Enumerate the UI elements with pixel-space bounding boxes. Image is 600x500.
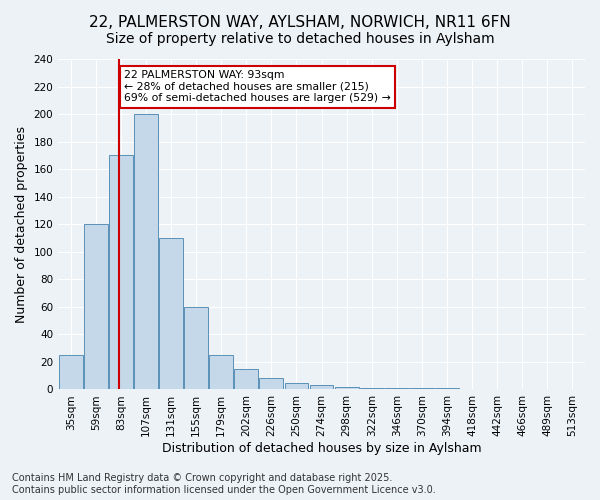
Bar	[385, 388, 409, 390]
Bar	[335, 386, 359, 390]
Bar	[84, 224, 108, 390]
Bar	[259, 378, 283, 390]
Bar	[310, 386, 334, 390]
Bar	[184, 307, 208, 390]
Bar	[235, 369, 258, 390]
Bar	[134, 114, 158, 390]
Bar	[435, 388, 459, 390]
Bar	[109, 156, 133, 390]
Y-axis label: Number of detached properties: Number of detached properties	[15, 126, 28, 322]
Text: 22, PALMERSTON WAY, AYLSHAM, NORWICH, NR11 6FN: 22, PALMERSTON WAY, AYLSHAM, NORWICH, NR…	[89, 15, 511, 30]
Bar	[284, 382, 308, 390]
Bar	[410, 388, 434, 390]
Text: Contains HM Land Registry data © Crown copyright and database right 2025.
Contai: Contains HM Land Registry data © Crown c…	[12, 474, 436, 495]
X-axis label: Distribution of detached houses by size in Aylsham: Distribution of detached houses by size …	[162, 442, 481, 455]
Bar	[159, 238, 183, 390]
Text: 22 PALMERSTON WAY: 93sqm
← 28% of detached houses are smaller (215)
69% of semi-: 22 PALMERSTON WAY: 93sqm ← 28% of detach…	[124, 70, 391, 103]
Bar	[59, 355, 83, 390]
Text: Size of property relative to detached houses in Aylsham: Size of property relative to detached ho…	[106, 32, 494, 46]
Bar	[360, 388, 383, 390]
Bar	[209, 355, 233, 390]
